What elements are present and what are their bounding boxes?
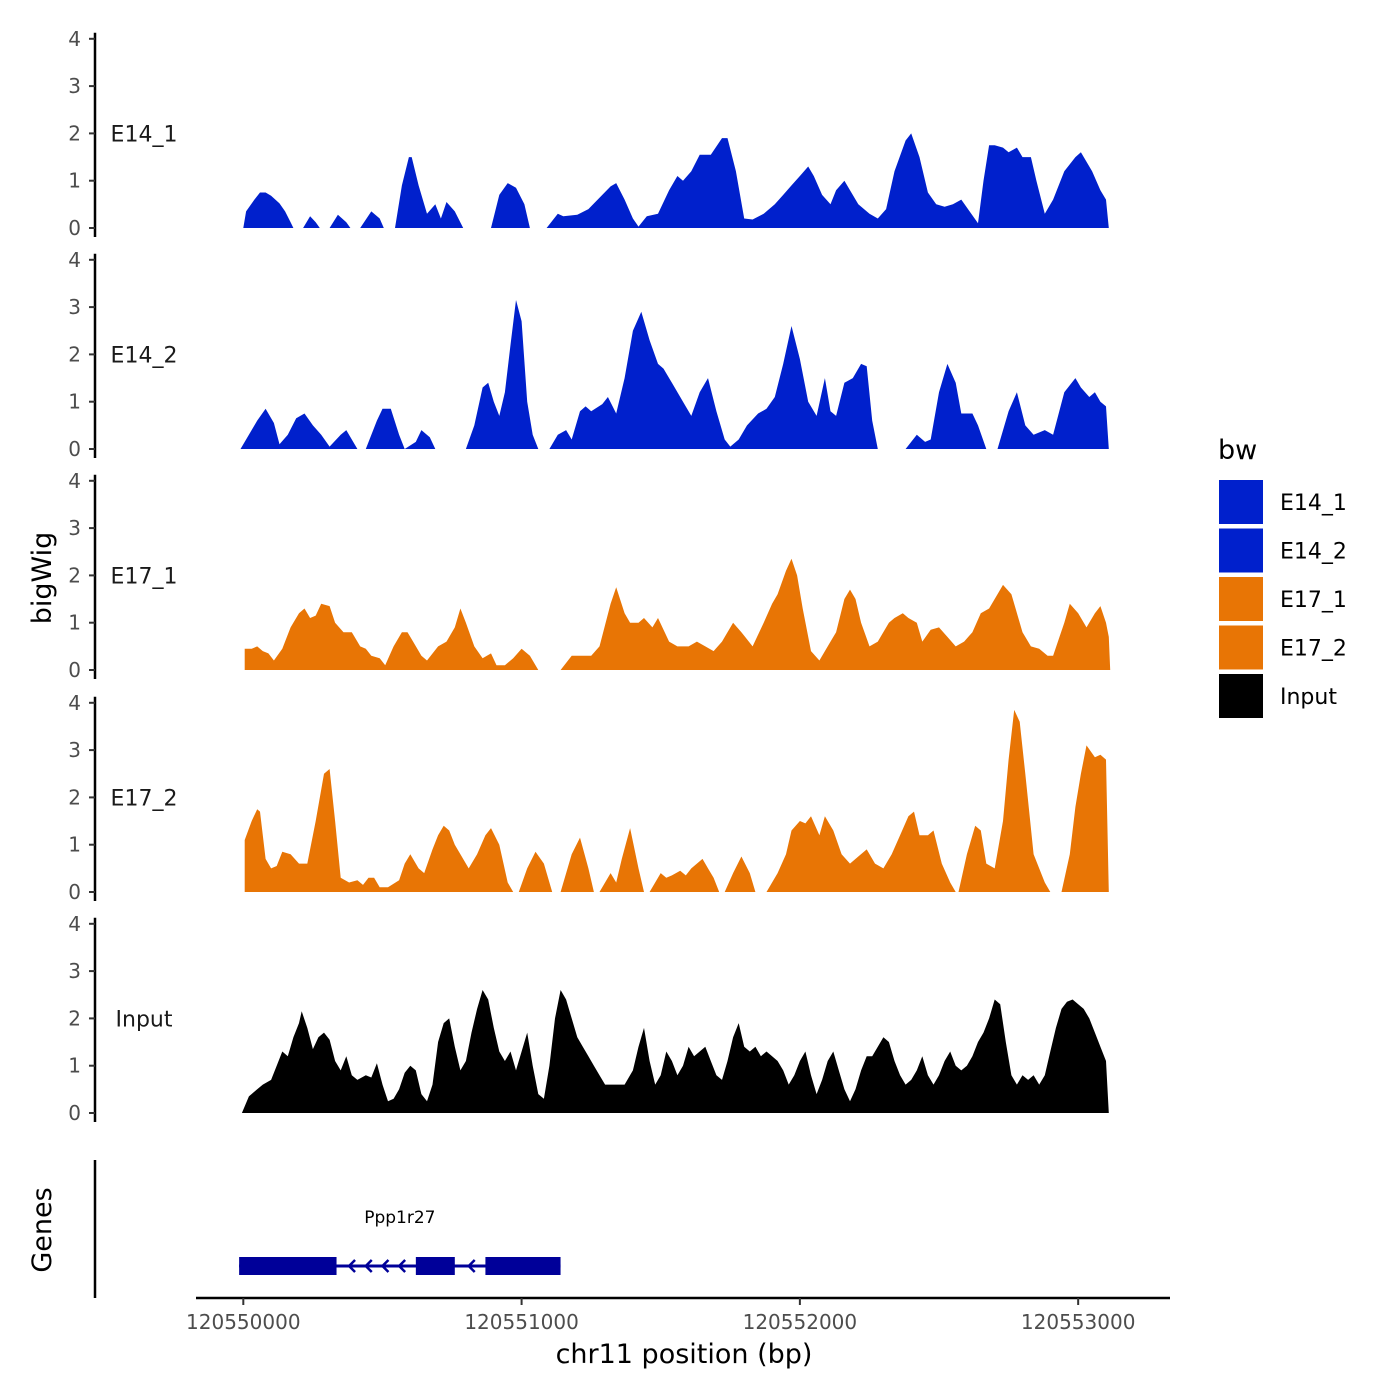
area-E17_1	[244, 558, 1111, 670]
y-tick-label: 3	[68, 295, 81, 319]
y-tick-label: 2	[68, 563, 81, 587]
x-tick-label: 120551000	[464, 1310, 579, 1334]
gene-strand-arrow	[380, 1259, 390, 1273]
y-tick-label: 1	[68, 1054, 81, 1078]
y-tick-label: 4	[68, 912, 81, 936]
track-Input: 0 1 2 3 4 Input	[68, 912, 1109, 1125]
y-tick-label: 4	[68, 248, 81, 272]
track-label-E17_1: E17_1	[111, 564, 178, 589]
y-tick-label: 0	[68, 658, 81, 682]
y-tick-label: 3	[68, 738, 81, 762]
y-tick-label: 4	[68, 27, 81, 51]
y-tick-label: 0	[68, 1101, 81, 1125]
genes-track: Ppp1r27	[93, 1160, 561, 1298]
y-tick-label: 1	[68, 169, 81, 193]
y-tick-label: 3	[68, 516, 81, 540]
x-axis: 120550000 120551000 120552000 120553000	[186, 1296, 1170, 1334]
legend-label-E17_1: E17_1	[1280, 588, 1347, 613]
y-tick-label: 2	[68, 785, 81, 809]
y-tick-label: 1	[68, 390, 81, 414]
legend-swatch-Input	[1219, 674, 1263, 718]
area-E17_2	[244, 709, 1109, 892]
gene-exon	[239, 1257, 337, 1275]
legend-swatch-E17_2	[1219, 625, 1263, 670]
x-tick-label: 120550000	[186, 1310, 301, 1334]
gene-exon	[415, 1257, 455, 1275]
gene-strand-arrow	[466, 1259, 476, 1273]
y-tick-label: 0	[68, 880, 81, 904]
track-label-E14_1: E14_1	[111, 122, 178, 147]
gene-strand-arrow	[363, 1259, 373, 1273]
track-E17_2: 0 1 2 3 4 E17_2	[68, 691, 1109, 904]
genes-axis-title: Genes	[27, 1187, 58, 1272]
x-axis-title: chr11 position (bp)	[556, 1339, 813, 1370]
y-tick-label: 3	[68, 74, 81, 98]
x-tick-label: 120552000	[743, 1310, 858, 1334]
legend-swatch-E14_2	[1219, 528, 1263, 573]
track-label-E17_2: E17_2	[111, 786, 178, 811]
y-tick-label: 2	[68, 342, 81, 366]
y-tick-label: 0	[68, 437, 81, 461]
area-E14_2	[240, 300, 1109, 449]
y-tick-label: 2	[68, 121, 81, 145]
y-tick-label: 4	[68, 691, 81, 715]
gene-name-label: Ppp1r27	[364, 1208, 435, 1228]
legend-swatch-E17_1	[1219, 577, 1263, 621]
y-axis-title: bigWig	[27, 532, 58, 625]
gene-strand-arrow	[397, 1259, 407, 1273]
y-tick-label: 0	[68, 216, 81, 240]
legend-title: bw	[1218, 435, 1257, 466]
signal-tracks: 0 1 2 3 4 E14_1 0 1 2 3 4 E14_2 0 1 2 3 4 E17_1 0 1 2 3 4 E17_2…	[68, 27, 1111, 1125]
area-E14_1	[243, 133, 1109, 228]
area-Input	[241, 990, 1109, 1113]
gene-exon	[485, 1257, 561, 1275]
legend-swatch-E14_1	[1219, 480, 1263, 524]
y-tick-label: 1	[68, 611, 81, 635]
track-E17_1: 0 1 2 3 4 E17_1	[68, 469, 1111, 682]
legend-label-E14_1: E14_1	[1280, 491, 1347, 516]
legend-label-E14_2: E14_2	[1280, 540, 1347, 565]
track-label-E14_2: E14_2	[111, 343, 178, 368]
legend: bw E14_1 E14_2 E17_1 E17_2 Input	[1218, 435, 1347, 718]
track-E14_1: 0 1 2 3 4 E14_1	[68, 27, 1109, 240]
y-tick-label: 4	[68, 469, 81, 493]
track-label-Input: Input	[116, 1007, 173, 1032]
y-tick-label: 3	[68, 959, 81, 983]
legend-label-Input: Input	[1280, 685, 1337, 710]
y-tick-label: 1	[68, 833, 81, 857]
y-tick-label: 2	[68, 1006, 81, 1030]
legend-label-E17_2: E17_2	[1280, 637, 1347, 662]
track-E14_2: 0 1 2 3 4 E14_2	[68, 248, 1109, 461]
x-tick-label: 120553000	[1021, 1310, 1136, 1334]
gene-strand-arrow	[347, 1259, 356, 1273]
